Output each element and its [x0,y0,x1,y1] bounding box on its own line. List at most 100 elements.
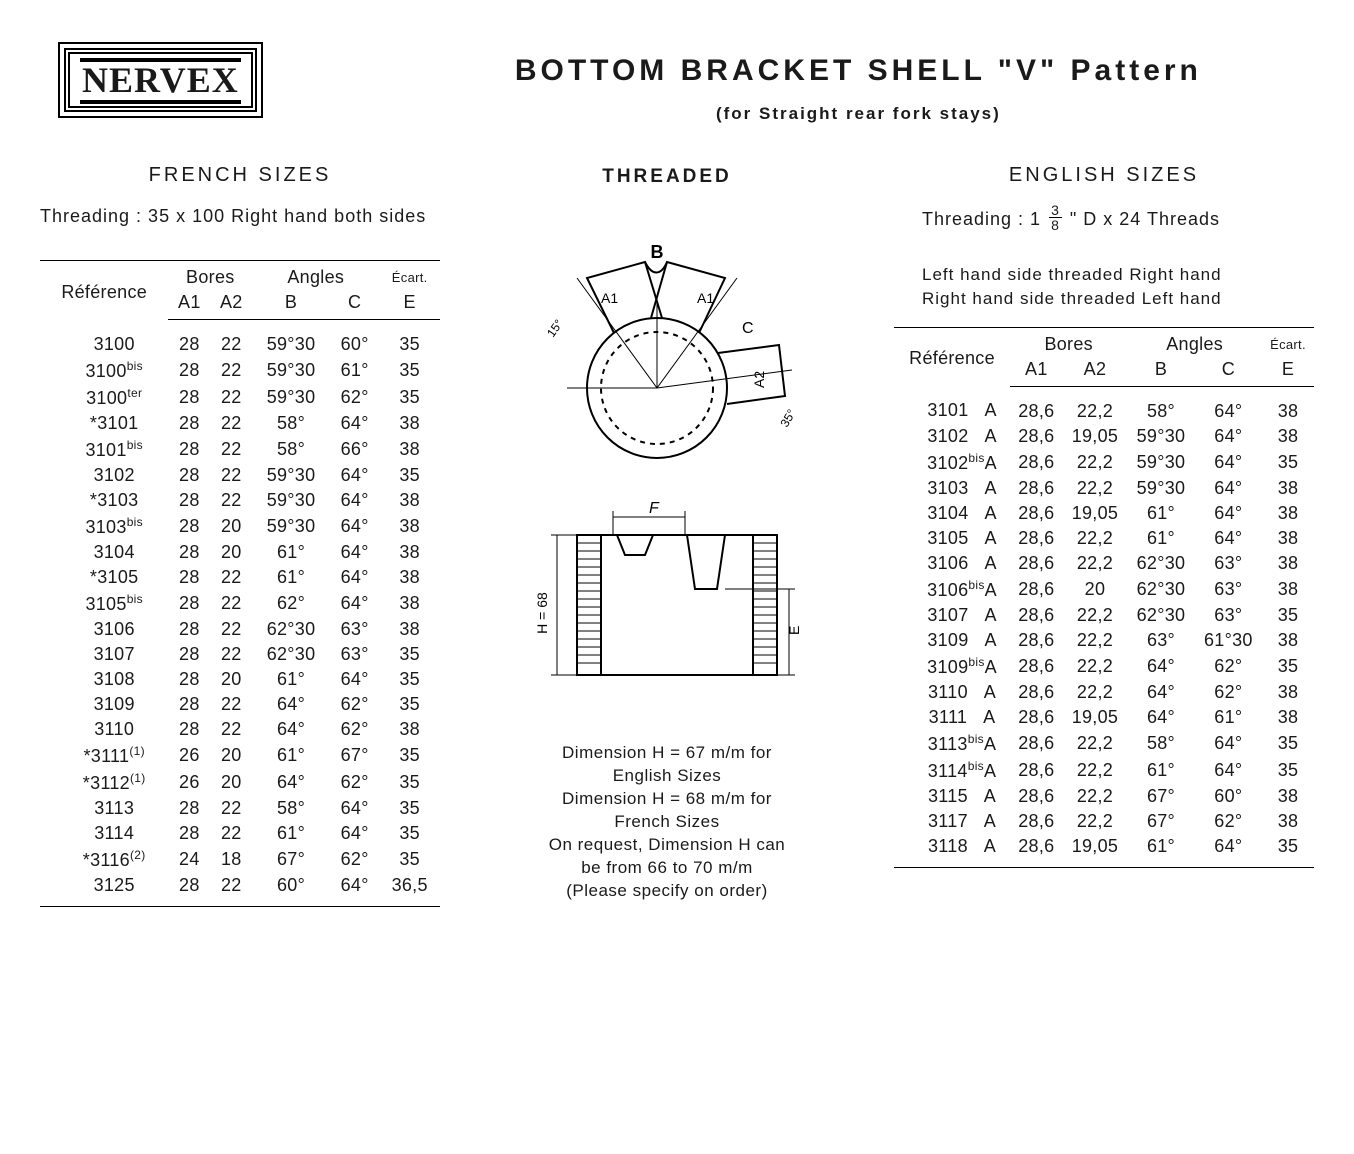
cell-ref: 3102 [40,463,168,488]
cell-c: 64° [330,488,379,513]
cell-a1: 28 [168,540,210,565]
cell-a1: 28,6 [1010,628,1063,653]
cell-c: 64° [1195,449,1262,476]
cell-a2: 22,2 [1063,653,1128,680]
table-row: 3115 A28,622,267°60°38 [894,784,1314,809]
table-row: 3107282262°3063°35 [40,642,440,667]
cell-a1: 28 [168,873,210,907]
cell-ref: 3113 [40,796,168,821]
cell-e: 35 [379,320,440,358]
cell-ref: *3112(1) [40,769,168,796]
cell-b: 61° [252,742,330,769]
cell-a2: 22,2 [1063,757,1128,784]
cell-e: 38 [1262,501,1314,526]
cell-ref: 3111 A [894,705,1010,730]
cell-ref: *3101 [40,411,168,436]
cell-b: 58° [252,436,330,463]
cell-c: 62° [1195,653,1262,680]
table-row: 3106 A28,622,262°3063°38 [894,551,1314,576]
cell-a2: 22 [210,488,252,513]
cell-c: 62° [330,384,379,411]
cell-e: 35 [379,642,440,667]
cell-ref: 3114bisA [894,757,1010,784]
cell-c: 62° [330,846,379,873]
cell-a1: 28,6 [1010,424,1063,449]
table-row: 3118 A28,619,0561°64°35 [894,834,1314,868]
table-row: 3107 A28,622,262°3063°35 [894,603,1314,628]
cell-a1: 28,6 [1010,680,1063,705]
table-row: 3106282262°3063°38 [40,617,440,642]
cell-a1: 28 [168,320,210,358]
table-row: 3102282259°3064°35 [40,463,440,488]
label-A1a: A1 [601,290,618,306]
cell-e: 35 [1262,449,1314,476]
cell-a1: 28,6 [1010,653,1063,680]
cell-c: 63° [1195,603,1262,628]
table-row: 3103 A28,622,259°3064°38 [894,476,1314,501]
cell-ref: 3107 A [894,603,1010,628]
french-title: FRENCH SIZES [40,164,440,187]
cell-e: 38 [1262,424,1314,449]
cell-a1: 28,6 [1010,705,1063,730]
cell-e: 38 [379,488,440,513]
cell-e: 38 [379,436,440,463]
cell-ref: 3117 A [894,809,1010,834]
col-b: B [252,290,330,320]
table-row: 3113282258°64°35 [40,796,440,821]
cell-b: 62° [252,590,330,617]
table-row: 3101bis282258°66°38 [40,436,440,463]
cell-c: 64° [330,513,379,540]
cell-ref: 3100 [40,320,168,358]
cell-b: 59°30 [252,463,330,488]
table-row: *3112(1)262064°62°35 [40,769,440,796]
table-row: *3105282261°64°38 [40,565,440,590]
cell-c: 64° [330,411,379,436]
cell-c: 62° [330,769,379,796]
col-e: E [1262,357,1314,387]
cell-a1: 28 [168,821,210,846]
top-diagram: B A1 A1 A2 C 15° 35° [517,238,817,478]
cell-ref: 3103 A [894,476,1010,501]
cell-ref: 3125 [40,873,168,907]
french-threading: Threading : 35 x 100 Right hand both sid… [40,203,440,230]
cell-ref: 3103bis [40,513,168,540]
cell-a1: 28,6 [1010,784,1063,809]
cell-a1: 28 [168,384,210,411]
col-angles: Angles [252,261,379,291]
cell-c: 63° [330,642,379,667]
cell-e: 38 [379,590,440,617]
cell-b: 62°30 [1127,551,1194,576]
cell-e: 36,5 [379,873,440,907]
cell-b: 67° [1127,809,1194,834]
cell-a2: 22,2 [1063,628,1128,653]
cell-a1: 28,6 [1010,757,1063,784]
cell-a2: 22 [210,617,252,642]
cell-ref: 3110 [40,717,168,742]
cell-a1: 28 [168,692,210,717]
col-bores: Bores [168,261,252,291]
cell-b: 61° [252,667,330,692]
cell-c: 61° [330,357,379,384]
cell-a1: 28,6 [1010,449,1063,476]
cell-b: 59°30 [252,320,330,358]
cell-ref: 3102bisA [894,449,1010,476]
cell-e: 35 [1262,653,1314,680]
dimension-notes: Dimension H = 67 m/m for English Sizes D… [507,742,827,903]
cell-a2: 22 [210,411,252,436]
english-threading-suffix: " D x 24 Threads [1070,209,1220,229]
cell-a2: 22,2 [1063,730,1128,757]
cell-ref: 3109bisA [894,653,1010,680]
cell-a2: 20 [1063,576,1128,603]
english-threading-prefix: Threading : 1 [922,209,1041,229]
cell-b: 58° [1127,730,1194,757]
cell-b: 59°30 [252,384,330,411]
cell-c: 61° [1195,705,1262,730]
side-diagram: F H = 68 E [517,495,817,705]
cell-ref: 3106bisA [894,576,1010,603]
cell-e: 38 [379,565,440,590]
cell-b: 59°30 [1127,449,1194,476]
cell-a2: 22,2 [1063,526,1128,551]
cell-ref: 3104 [40,540,168,565]
cell-e: 38 [1262,784,1314,809]
table-row: 3101 A28,622,258°64°38 [894,386,1314,424]
